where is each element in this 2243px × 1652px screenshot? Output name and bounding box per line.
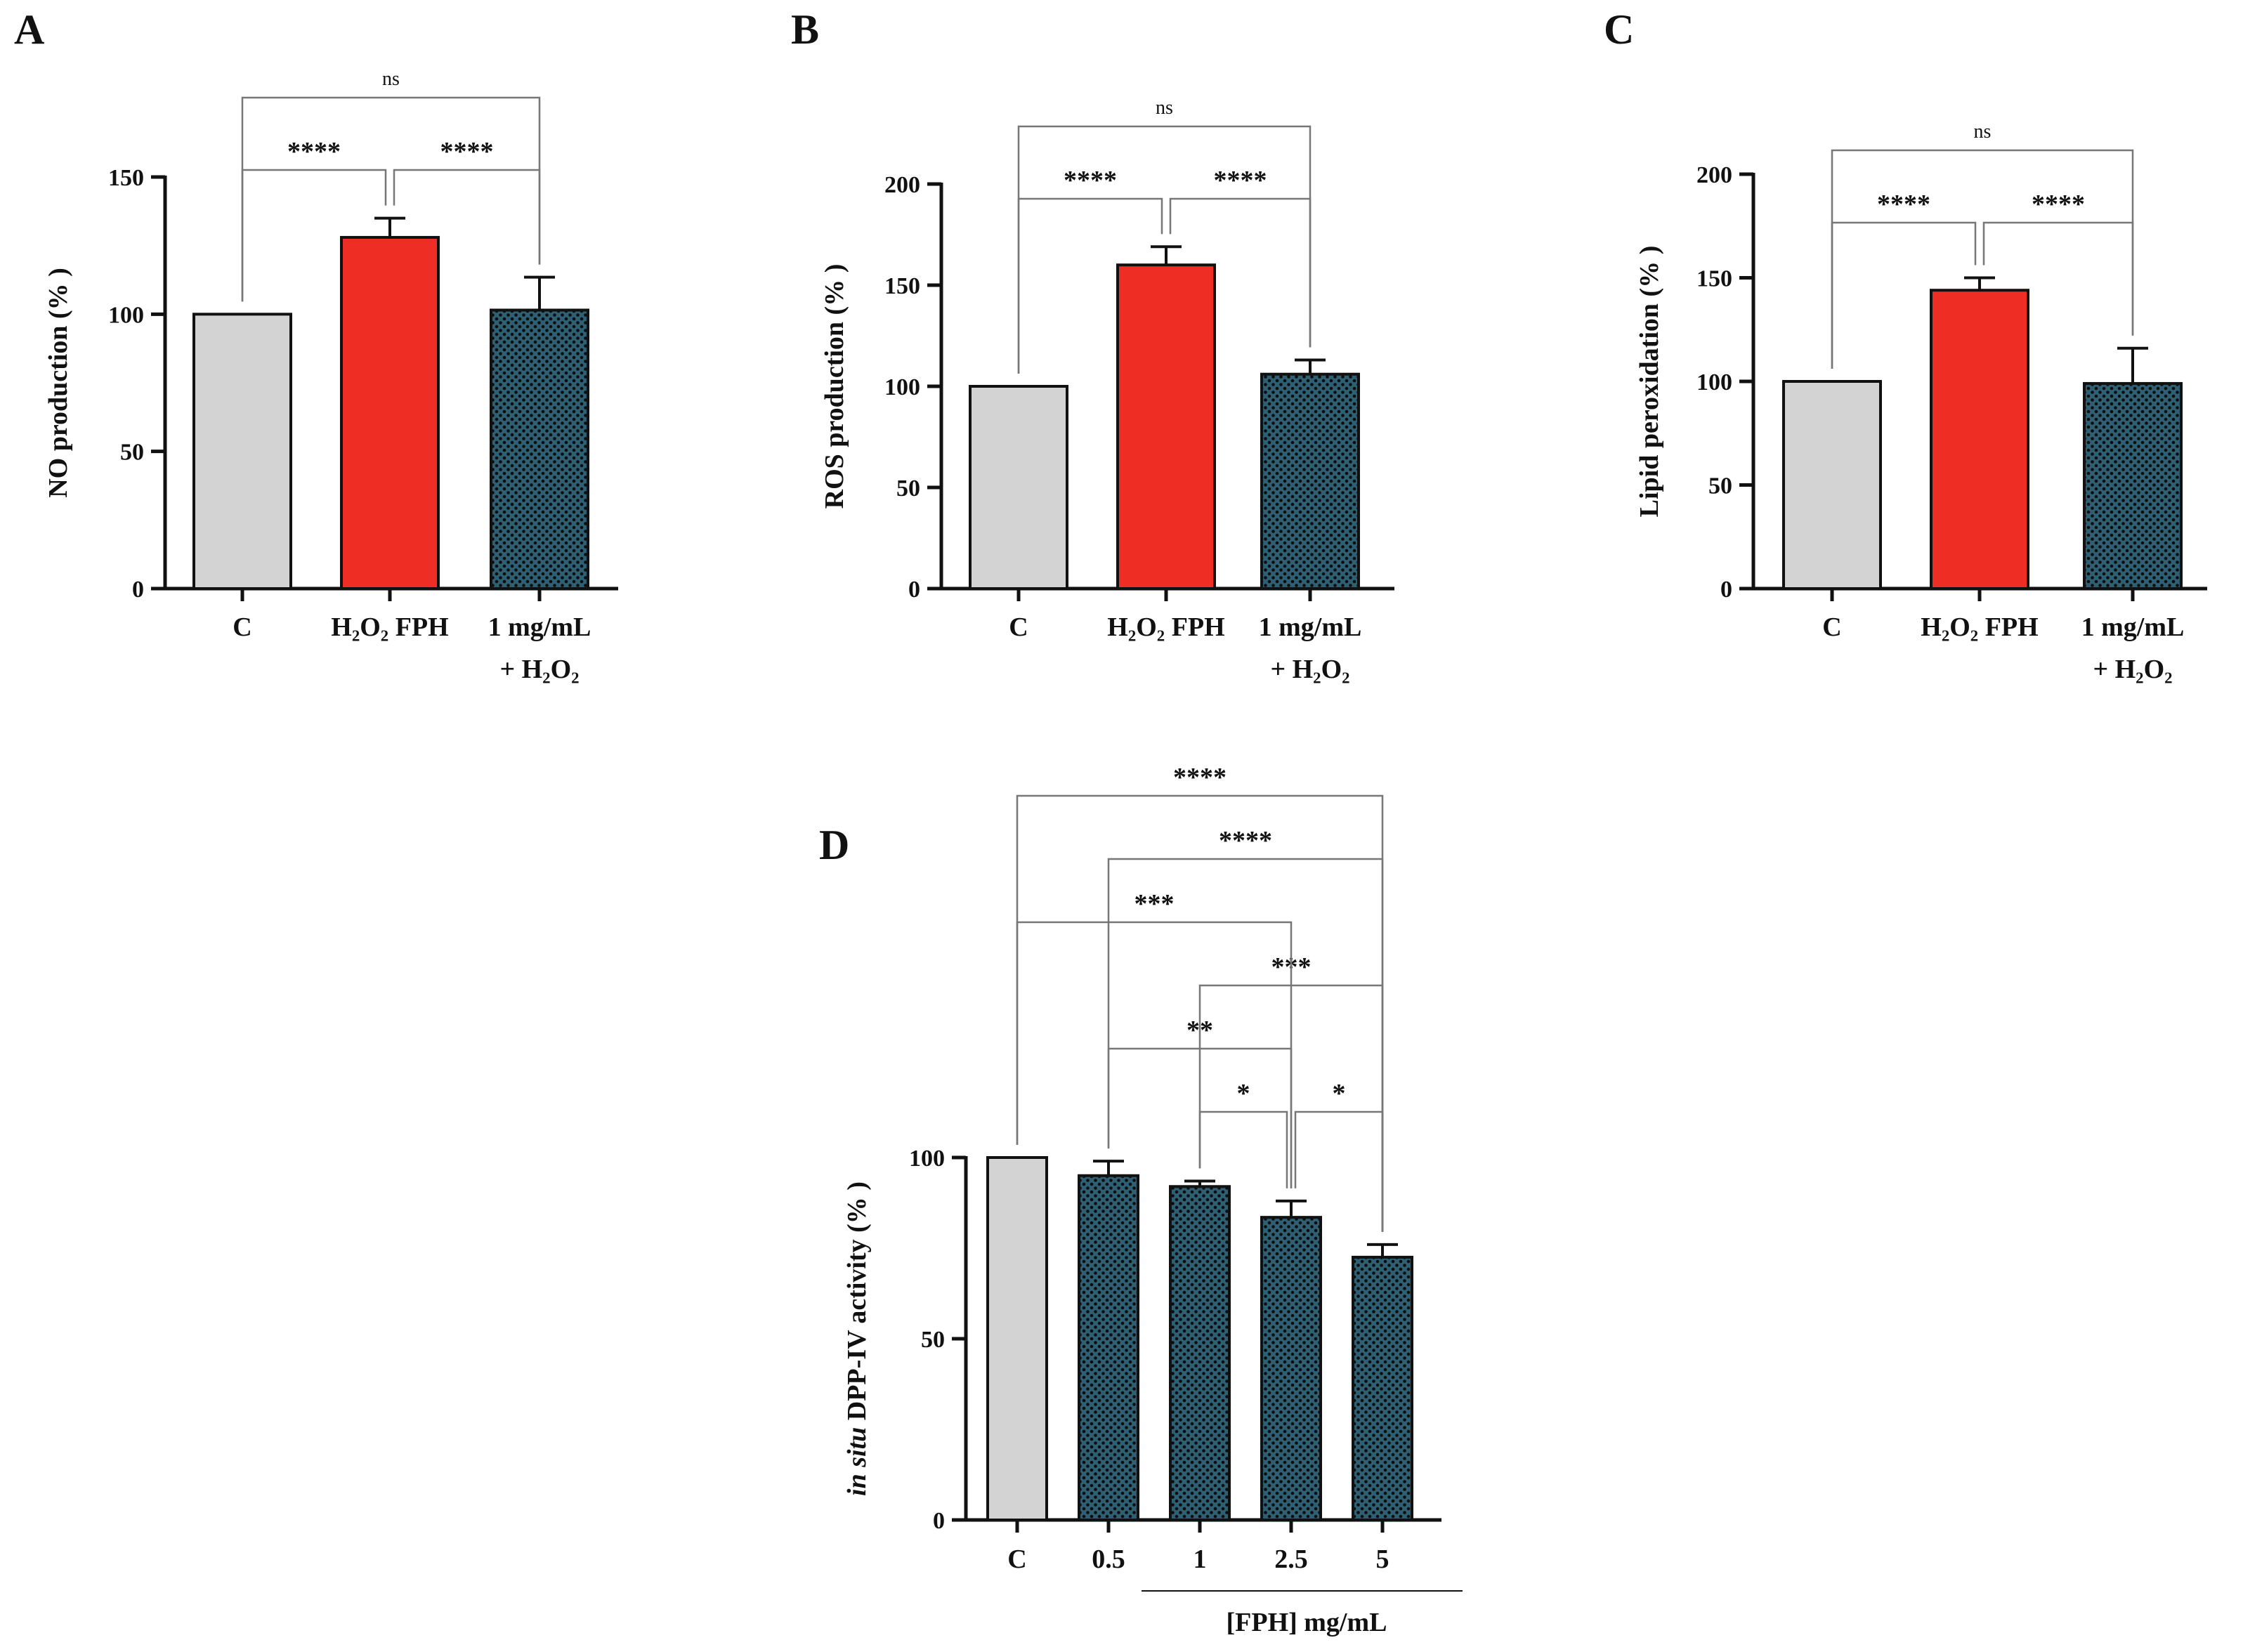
significance-label: ****: [287, 137, 341, 166]
panel-b: B 0 50 100 150 200 ROS production (% ) C H₂O₂ FP…: [791, 6, 1394, 684]
x-tick-label-line2: + H₂O₂: [1270, 655, 1349, 684]
significance-bracket: [1016, 794, 1384, 1232]
y-tick-label: 150: [1696, 266, 1732, 292]
bar-3: [2083, 381, 2183, 590]
y-axis-label-italic: in situ: [842, 1427, 872, 1496]
bar-3: [1169, 1185, 1231, 1522]
significance-bracket: [1294, 1110, 1384, 1232]
y-tick-label: 50: [120, 440, 144, 466]
y-axis-label: in situ DPP-IV activity (% ): [842, 1181, 872, 1496]
y-tick-label: 150: [884, 273, 920, 299]
significance-label: ****: [1064, 166, 1117, 195]
y-axis-label: NO production (% ): [44, 268, 73, 498]
bar-3: [490, 308, 589, 590]
y-tick-label: 150: [108, 165, 144, 191]
significance-label: ****: [440, 137, 494, 166]
significance-bracket: [241, 96, 541, 302]
significance-label: ****: [1214, 166, 1267, 195]
bar-2: [1930, 289, 2029, 590]
significance-label: ns: [382, 68, 400, 90]
y-tick-label: 0: [933, 1508, 945, 1534]
y-tick-label: 200: [884, 172, 920, 198]
y-tick-label: 50: [1708, 473, 1732, 499]
panel-c: C 0 50 100 150 200 Lipid peroxidation (% ) C H₂O…: [1604, 6, 2207, 684]
significance-label: ****: [1219, 826, 1272, 855]
panel-letter: A: [14, 6, 44, 53]
significance-label: *: [1333, 1079, 1346, 1108]
y-axis-label-text: NO production (% ): [44, 268, 73, 498]
y-axis-label: ROS production (% ): [820, 264, 849, 509]
x-tick-label: 1 mg/mL: [488, 612, 591, 642]
bar-3: [1260, 372, 1360, 590]
significance-bracket: [1016, 921, 1293, 1188]
significance-label: ns: [1974, 121, 1992, 143]
bar-2: [1078, 1174, 1139, 1522]
bar-2: [340, 235, 440, 590]
x-tick-label: C: [1822, 612, 1841, 642]
y-tick-label: 100: [884, 374, 920, 400]
x-tick-label: 1 mg/mL: [1259, 612, 1362, 642]
y-axis-label-text: ROS production (% ): [820, 264, 849, 509]
x-tick-label-line2: + H₂O₂: [499, 655, 579, 684]
bar-1: [969, 385, 1068, 590]
significance-label: ****: [1173, 763, 1227, 792]
panel-letter: C: [1604, 6, 1634, 53]
panel-d: D 0 50 100 in situ DPP-IV activity (% ) C 0.5 1…: [819, 763, 1463, 1637]
x-tick-label: C: [1009, 612, 1028, 642]
bar-2: [1116, 263, 1216, 590]
y-axis-label-text: DPP-IV activity (% ): [842, 1181, 872, 1427]
significance-label: ns: [1156, 97, 1173, 119]
significance-bracket: [1831, 149, 2134, 369]
significance-bracket: [1198, 1110, 1288, 1188]
x-tick-label: H₂O₂ FPH: [331, 612, 448, 642]
significance-label: ***: [1134, 889, 1175, 919]
x-tick-label-line2: + H₂O₂: [2093, 655, 2172, 684]
y-tick-label: 100: [1696, 369, 1732, 395]
bar-1: [986, 1156, 1048, 1521]
y-axis-label-text: Lipid peroxidation (% ): [1635, 246, 1664, 518]
y-tick-label: 0: [132, 577, 144, 603]
panel-letter: B: [791, 6, 819, 53]
y-tick-label: 0: [908, 577, 920, 603]
x-tick-label: 2.5: [1274, 1545, 1308, 1574]
x-tick-label: 1 mg/mL: [2081, 612, 2185, 642]
significance-label: *: [1237, 1079, 1250, 1108]
bar-5: [1352, 1255, 1413, 1522]
significance-bracket: [1017, 125, 1312, 374]
panel-letter: D: [819, 822, 849, 868]
y-tick-label: 100: [108, 302, 144, 328]
bar-1: [1782, 380, 1882, 590]
y-axis-label: Lipid peroxidation (% ): [1635, 246, 1664, 518]
significance-label: ****: [2032, 190, 2085, 219]
y-tick-label: 50: [921, 1327, 945, 1353]
x-tick-label: 1: [1194, 1545, 1207, 1574]
y-tick-label: 100: [909, 1146, 945, 1172]
x-tick-label: H₂O₂ FPH: [1921, 612, 2038, 642]
significance-label: ****: [1877, 190, 1930, 219]
x-axis-label: [FPH] mg/mL: [1226, 1608, 1387, 1637]
x-tick-label: C: [233, 612, 251, 642]
y-tick-label: 50: [896, 476, 920, 501]
x-tick-label: 5: [1376, 1545, 1389, 1574]
y-tick-label: 200: [1696, 162, 1732, 188]
x-tick-label: H₂O₂ FPH: [1107, 612, 1224, 642]
x-tick-label: C: [1007, 1545, 1026, 1574]
panel-a: A 0 50 100 150 NO production (% ) C H₂O₂ FPH 1 m…: [14, 6, 618, 684]
y-tick-label: 0: [1720, 577, 1732, 603]
x-tick-label: 0.5: [1092, 1545, 1125, 1574]
bar-1: [192, 313, 292, 590]
bar-4: [1260, 1216, 1322, 1521]
